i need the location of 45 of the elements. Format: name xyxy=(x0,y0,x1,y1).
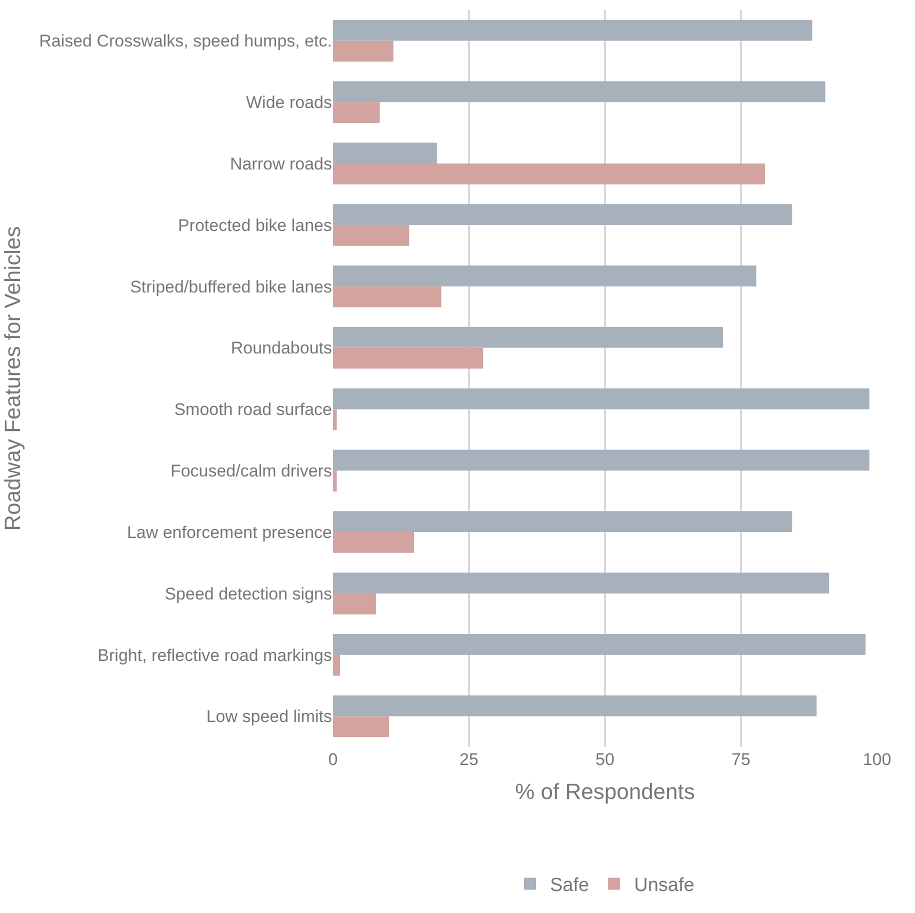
x-tick-label: 0 xyxy=(328,750,338,769)
bar xyxy=(333,634,866,655)
bar xyxy=(333,286,442,308)
x-tick-label: 50 xyxy=(596,750,614,769)
legend-label: Unsafe xyxy=(634,875,694,896)
bar xyxy=(333,511,792,532)
bar xyxy=(333,81,826,102)
legend-label: Safe xyxy=(550,875,590,896)
y-axis-title: Roadway Features for Vehicles xyxy=(0,226,25,531)
bar xyxy=(333,654,340,676)
y-tick-label: Speed detection signs xyxy=(164,584,332,604)
x-tick-label: 100 xyxy=(862,750,892,769)
bar xyxy=(333,204,792,225)
bar xyxy=(333,20,812,41)
bar xyxy=(333,388,870,410)
y-tick-label: Narrow roads xyxy=(230,154,332,174)
bar xyxy=(333,470,337,492)
bar xyxy=(333,40,394,62)
y-tick-label: Raised Crosswalks, speed humps, etc. xyxy=(39,32,332,51)
y-tick-label: Law enforcement presence xyxy=(126,522,332,542)
bar xyxy=(333,326,724,348)
y-tick-label: Focused/calm drivers xyxy=(170,462,332,481)
bar xyxy=(333,224,410,246)
bar xyxy=(333,164,765,184)
x-tick-label: 75 xyxy=(732,750,750,769)
bar xyxy=(333,102,380,124)
y-tick-label: Protected bike lanes xyxy=(178,216,332,235)
bar xyxy=(333,450,870,471)
y-tick-label: Bright, reflective road markings xyxy=(98,646,332,665)
y-tick-label: Wide roads xyxy=(246,93,332,112)
bar xyxy=(333,532,414,553)
y-tick-label: Smooth road surface xyxy=(174,400,332,420)
bar xyxy=(333,695,817,716)
bar xyxy=(333,716,390,738)
bar xyxy=(333,142,437,164)
x-tick-label: 25 xyxy=(460,750,478,769)
bar xyxy=(333,348,484,369)
y-tick-label: Roundabouts xyxy=(230,338,332,358)
bar xyxy=(333,572,830,594)
bar xyxy=(333,409,337,430)
bar xyxy=(333,265,756,286)
y-tick-label: Low speed limits xyxy=(206,707,332,726)
x-axis-title: % of Respondents xyxy=(515,778,695,804)
y-tick-label: Striped/buffered bike lanes xyxy=(130,277,332,296)
bar xyxy=(333,593,376,614)
